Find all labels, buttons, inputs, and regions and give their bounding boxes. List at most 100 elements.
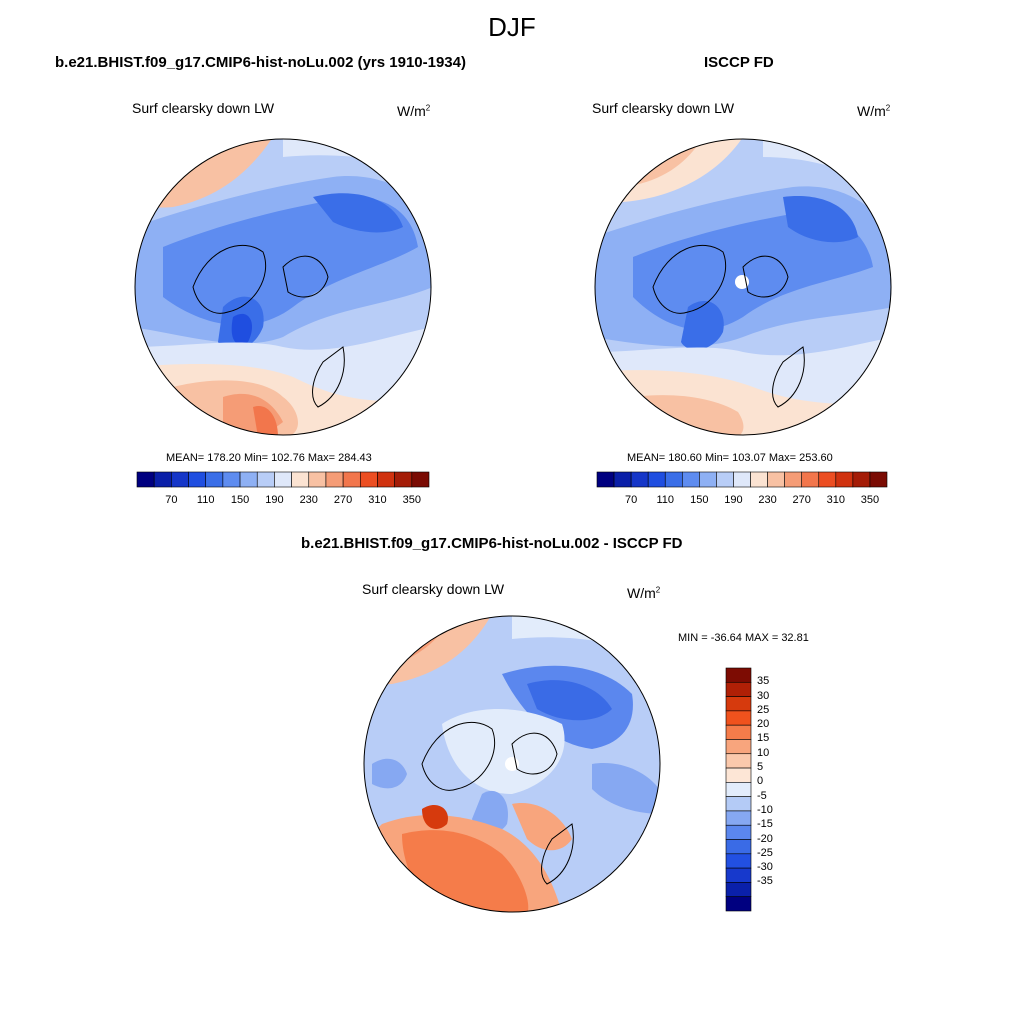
model-colorbar-tick-label: 270 <box>333 494 353 506</box>
model-panel-title: b.e21.BHIST.f09_g17.CMIP6-hist-noLu.002 … <box>55 54 466 71</box>
model-colorbar-swatch <box>222 471 241 488</box>
model-colorbar-tick-label: 310 <box>368 494 387 506</box>
model-colorbar-swatch <box>411 471 430 488</box>
model-colorbar-tick-label: 190 <box>265 494 284 506</box>
diff-colorbar-swatch <box>725 739 752 755</box>
obs-panel-title: ISCCP FD <box>704 54 774 71</box>
diff-colorbar-tick-label: -35 <box>757 875 773 888</box>
obs-colorbar-swatch <box>630 471 649 488</box>
diff-colorbar-swatch <box>725 767 752 783</box>
obs-colorbar-tick-label: 110 <box>656 494 674 506</box>
model-colorbar-swatch <box>153 471 172 488</box>
obs-colorbar-swatch <box>835 471 854 488</box>
obs-colorbar-swatch <box>801 471 820 488</box>
model-colorbar-swatch <box>359 471 378 488</box>
model-polar-map <box>134 138 432 436</box>
diff-colorbar-swatch <box>725 782 752 797</box>
model-colorbar-swatch <box>171 471 189 488</box>
diff-colorbar-tick-label: 35 <box>757 675 770 688</box>
model-colorbar <box>136 471 430 488</box>
obs-colorbar-swatch <box>852 471 871 488</box>
diff-colorbar <box>725 667 752 912</box>
model-colorbar-swatch <box>377 471 395 488</box>
obs-colorbar-swatch <box>818 471 837 488</box>
obs-colorbar-swatch <box>767 471 785 488</box>
model-colorbar-tick-label: 110 <box>196 494 215 506</box>
model-colorbar-swatch <box>205 471 224 488</box>
obs-colorbar-tick-label: 190 <box>724 494 743 506</box>
diff-polar-map <box>363 615 661 913</box>
diff-colorbar-tick-label: 10 <box>757 746 770 759</box>
model-units-label: W/m2 <box>397 103 431 119</box>
diff-colorbar-tick-label: -15 <box>757 818 773 831</box>
diff-colorbar-swatch <box>725 824 752 840</box>
obs-colorbar-swatch <box>750 471 768 488</box>
model-colorbar-swatch <box>239 471 258 488</box>
diff-colorbar-tick-label: -20 <box>757 832 773 845</box>
diff-colorbar-swatch <box>725 681 752 697</box>
model-colorbar-swatch <box>136 471 155 488</box>
obs-colorbar <box>596 471 888 488</box>
diff-colorbar-tick-label: 0 <box>757 775 764 788</box>
model-stats: MEAN= 178.20 Min= 102.76 Max= 284.43 <box>166 452 372 464</box>
obs-colorbar-swatch <box>664 471 683 488</box>
obs-colorbar-swatch <box>733 471 751 488</box>
obs-colorbar-swatch <box>784 471 803 488</box>
main-title: DJF <box>488 12 536 42</box>
obs-colorbar-swatch <box>716 471 734 488</box>
diff-colorbar-tick-label: -25 <box>757 846 773 859</box>
obs-colorbar-tick-label: 270 <box>792 494 811 506</box>
model-colorbar-swatch <box>308 471 327 488</box>
model-colorbar-swatch <box>325 471 344 488</box>
obs-colorbar-tick-label: 230 <box>758 494 777 506</box>
model-colorbar-swatch <box>256 471 275 488</box>
diff-colorbar-swatch <box>725 882 752 898</box>
diff-variable-label: Surf clearsky down LW <box>362 581 505 597</box>
obs-variable-label: Surf clearsky down LW <box>592 100 735 116</box>
diff-colorbar-swatch <box>725 853 752 869</box>
obs-colorbar-swatch <box>596 471 615 488</box>
model-colorbar-swatch <box>394 471 413 488</box>
model-colorbar-tick-label: 230 <box>299 494 318 506</box>
diff-colorbar-swatch <box>725 810 752 826</box>
model-colorbar-tick-label: 150 <box>230 494 250 506</box>
diff-colorbar-tick-label: 30 <box>757 689 770 702</box>
model-colorbar-swatch <box>188 471 207 488</box>
diff-colorbar-swatch <box>725 710 752 726</box>
obs-polar-map <box>594 138 892 436</box>
obs-colorbar-tick-label: 350 <box>860 494 880 506</box>
diff-colorbar-tick-label: 25 <box>757 703 770 716</box>
diff-units-label: W/m2 <box>627 585 661 601</box>
diff-colorbar-tick-label: -30 <box>757 861 773 874</box>
diff-colorbar-tick-label: 5 <box>757 761 764 774</box>
obs-colorbar-tick-label: 310 <box>826 494 845 506</box>
model-colorbar-tick-label: 70 <box>165 494 178 506</box>
obs-colorbar-tick-label: 150 <box>690 494 709 506</box>
diff-colorbar-swatch <box>725 696 752 712</box>
diff-panel-title: b.e21.BHIST.f09_g17.CMIP6-hist-noLu.002 … <box>301 535 683 552</box>
model-colorbar-swatch <box>291 471 310 488</box>
model-colorbar-swatch <box>342 471 361 488</box>
diff-colorbar-swatch <box>725 667 752 683</box>
diff-colorbar-tick-label: 20 <box>757 718 770 731</box>
obs-colorbar-swatch <box>681 471 700 488</box>
diff-colorbar-swatch <box>725 896 752 912</box>
diff-colorbar-swatch <box>725 753 752 769</box>
model-variable-label: Surf clearsky down LW <box>132 100 275 116</box>
model-colorbar-tick-label: 350 <box>402 494 421 506</box>
diff-colorbar-swatch <box>725 839 752 855</box>
diff-stats: MIN = -36.64 MAX = 32.81 <box>678 632 809 644</box>
model-colorbar-swatch <box>274 471 292 488</box>
diff-colorbar-swatch <box>725 867 752 883</box>
obs-colorbar-tick-label: 70 <box>624 494 638 506</box>
diff-colorbar-swatch <box>725 724 752 740</box>
diff-colorbar-tick-label: -10 <box>757 803 773 816</box>
obs-units-label: W/m2 <box>857 103 891 119</box>
obs-colorbar-swatch <box>699 471 717 488</box>
obs-stats: MEAN= 180.60 Min= 103.07 Max= 253.60 <box>627 452 833 464</box>
obs-colorbar-swatch <box>869 471 888 488</box>
diff-colorbar-tick-label: -5 <box>757 789 767 802</box>
diff-colorbar-tick-label: 15 <box>757 732 770 745</box>
obs-colorbar-swatch <box>647 471 666 488</box>
diff-colorbar-swatch <box>725 796 752 812</box>
